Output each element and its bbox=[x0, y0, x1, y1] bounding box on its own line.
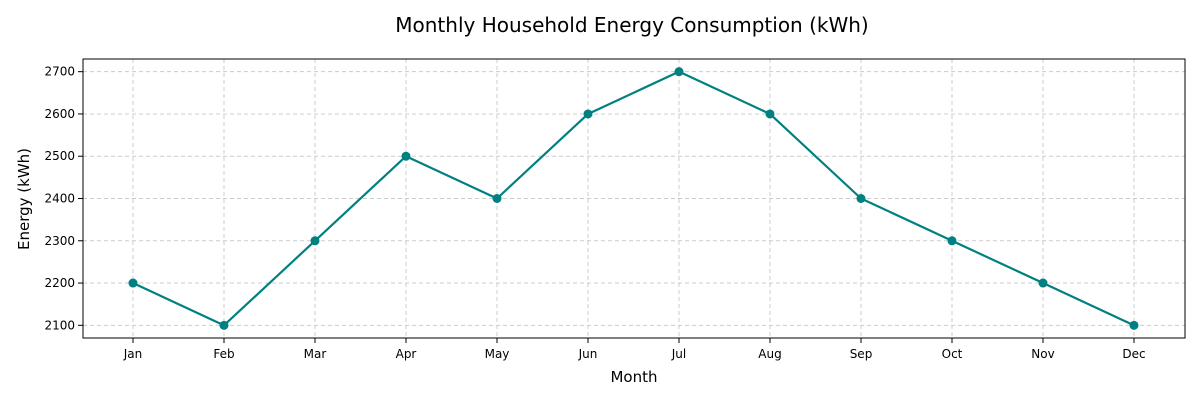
data-point bbox=[856, 194, 866, 203]
data-point bbox=[401, 151, 411, 161]
data-point bbox=[1129, 320, 1139, 330]
data-point bbox=[1038, 278, 1048, 288]
grid-layer bbox=[83, 59, 1185, 338]
data-point bbox=[310, 236, 320, 246]
data-point bbox=[583, 109, 593, 119]
chart-title: Monthly Household Energy Consumption (kW… bbox=[395, 13, 868, 37]
x-tick-label: Mar bbox=[304, 347, 327, 361]
x-tick-label: Apr bbox=[396, 347, 417, 361]
y-tick-label: 2700 bbox=[44, 65, 75, 79]
y-tick-label: 2400 bbox=[44, 192, 75, 206]
y-tick-label: 2200 bbox=[44, 276, 75, 290]
x-tick-label: May bbox=[485, 347, 510, 361]
x-tick-label: Jul bbox=[671, 347, 686, 361]
x-tick-label: Aug bbox=[758, 347, 781, 361]
data-point bbox=[765, 109, 775, 119]
y-tick-label: 2100 bbox=[44, 318, 75, 332]
x-tick-label: Feb bbox=[213, 347, 234, 361]
y-axis-label: Energy (kWh) bbox=[15, 148, 33, 250]
data-point bbox=[128, 278, 138, 288]
y-tick-label: 2500 bbox=[44, 149, 75, 163]
x-tick-label: Jan bbox=[123, 347, 143, 361]
data-point bbox=[492, 194, 502, 203]
x-tick-label: Dec bbox=[1122, 347, 1145, 361]
data-point bbox=[947, 236, 957, 246]
data-point bbox=[219, 320, 229, 330]
x-tick-label: Nov bbox=[1031, 347, 1054, 361]
series-line bbox=[132, 70, 1135, 327]
x-tick-label: Oct bbox=[942, 347, 963, 361]
series-layer bbox=[128, 67, 1139, 330]
plot-area-frame bbox=[82, 58, 1186, 339]
y-tick-label: 2300 bbox=[44, 234, 75, 248]
x-tick-label: Sep bbox=[850, 347, 873, 361]
x-tick-label: Jun bbox=[578, 347, 598, 361]
x-axis-label: Month bbox=[610, 368, 657, 386]
tick-layer: Jan Feb Mar Apr May Jun Jul Aug Sep Oct Nov Dec 2100… bbox=[44, 65, 1145, 361]
data-point bbox=[674, 67, 684, 77]
y-tick-label: 2600 bbox=[44, 107, 75, 121]
